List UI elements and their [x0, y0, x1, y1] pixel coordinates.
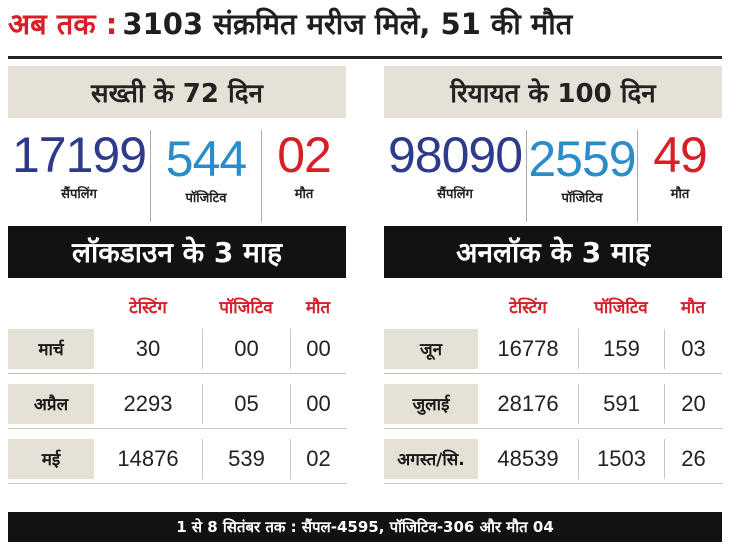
row-positive: 591: [578, 383, 664, 424]
row-testing: 30: [135, 335, 161, 361]
row-positive: 05: [202, 383, 290, 424]
row-positive: 539: [202, 438, 290, 479]
row-positive: 1503: [578, 438, 664, 479]
stat-deaths: 49 मौत: [638, 126, 722, 226]
row-testing: 14876: [117, 445, 179, 471]
stat-value: 02: [277, 127, 332, 183]
stat-label: पॉजिटिव: [561, 191, 603, 206]
row-month: अप्रैल: [8, 383, 94, 424]
unlock-bar-title: अनलॉक के 3 माह: [384, 226, 722, 278]
stat-value: 49: [653, 127, 708, 183]
stat-label: पॉजिटिव: [185, 191, 227, 206]
header-deaths: मौत: [305, 297, 331, 318]
stat-sampling: 17199 सैंपलिंग: [8, 126, 150, 226]
stat-deaths: 02 मौत: [262, 126, 346, 226]
headline-rule: [8, 56, 722, 59]
unlock-table: टेस्टिंग पॉजिटिव मौत जून 16778 159 03 जु…: [384, 288, 722, 484]
row-month: जून: [384, 328, 478, 369]
lockdown-section-title: सख्ती के 72 दिन: [8, 66, 346, 118]
stat-label: मौत: [294, 187, 314, 202]
table-header: टेस्टिंग पॉजिटिव मौत: [384, 288, 722, 324]
row-deaths: 02: [290, 438, 346, 479]
row-positive: 00: [202, 328, 290, 369]
table-row: अप्रैल 2293 05 00: [8, 379, 346, 429]
table-row: अगस्त/सि. 48539 1503 26: [384, 434, 722, 484]
table-row: जुलाई 28176 591 20: [384, 379, 722, 429]
headline-text: 3103 संक्रमित मरीज मिले, 51 की मौत: [122, 7, 573, 41]
row-deaths: 20: [664, 383, 722, 424]
header-deaths: मौत: [680, 297, 706, 318]
row-month: अगस्त/सि.: [384, 438, 478, 479]
row-testing: 16778: [497, 335, 559, 361]
header-testing: टेस्टिंग: [129, 297, 167, 318]
lockdown-bar-title: लॉकडाउन के 3 माह: [8, 226, 346, 278]
row-month: मई: [8, 438, 94, 479]
stat-label: सैंपलिंग: [61, 187, 97, 202]
header-positive: पॉजिटिव: [594, 297, 648, 318]
stat-positive: 544 पॉजिटिव: [150, 130, 262, 222]
unlock-stats: 98090 सैंपलिंग 2559 पॉजिटिव 49 मौत: [384, 118, 722, 226]
headline-prefix: अब तक :: [8, 7, 118, 41]
stat-value: 544: [165, 131, 247, 187]
row-deaths: 26: [664, 438, 722, 479]
lockdown-stats: 17199 सैंपलिंग 544 पॉजिटिव 02 मौत: [8, 118, 346, 226]
stat-value: 98090: [387, 127, 523, 183]
table-row: जून 16778 159 03: [384, 324, 722, 374]
row-deaths: 03: [664, 328, 722, 369]
row-positive: 159: [578, 328, 664, 369]
row-testing: 28176: [497, 390, 559, 416]
table-row: मार्च 30 00 00: [8, 324, 346, 374]
row-month: मार्च: [8, 328, 94, 369]
footer-summary: 1 से 8 सितंबर तक : सैंपल-4595, पॉजिटिव-3…: [8, 512, 722, 542]
lockdown-table: टेस्टिंग पॉजिटिव मौत मार्च 30 00 00 अप्र…: [8, 288, 346, 484]
unlock-column: रियायत के 100 दिन 98090 सैंपलिंग 2559 पॉ…: [384, 66, 722, 489]
row-deaths: 00: [290, 383, 346, 424]
stat-value: 17199: [11, 127, 147, 183]
row-deaths: 00: [290, 328, 346, 369]
header-positive: पॉजिटिव: [219, 297, 273, 318]
headline: अब तक : 3103 संक्रमित मरीज मिले, 51 की म…: [8, 4, 722, 56]
lockdown-column: सख्ती के 72 दिन 17199 सैंपलिंग 544 पॉजिट…: [8, 66, 346, 489]
stat-value: 2559: [528, 131, 636, 187]
unlock-section-title: रियायत के 100 दिन: [384, 66, 722, 118]
row-testing: 48539: [497, 445, 559, 471]
stat-label: मौत: [670, 187, 690, 202]
table-row: मई 14876 539 02: [8, 434, 346, 484]
stat-positive: 2559 पॉजिटिव: [526, 130, 638, 222]
stat-label: सैंपलिंग: [437, 187, 473, 202]
row-testing: 2293: [123, 390, 173, 416]
header-testing: टेस्टिंग: [509, 297, 547, 318]
table-header: टेस्टिंग पॉजिटिव मौत: [8, 288, 346, 324]
row-month: जुलाई: [384, 383, 478, 424]
stat-sampling: 98090 सैंपलिंग: [384, 126, 526, 226]
